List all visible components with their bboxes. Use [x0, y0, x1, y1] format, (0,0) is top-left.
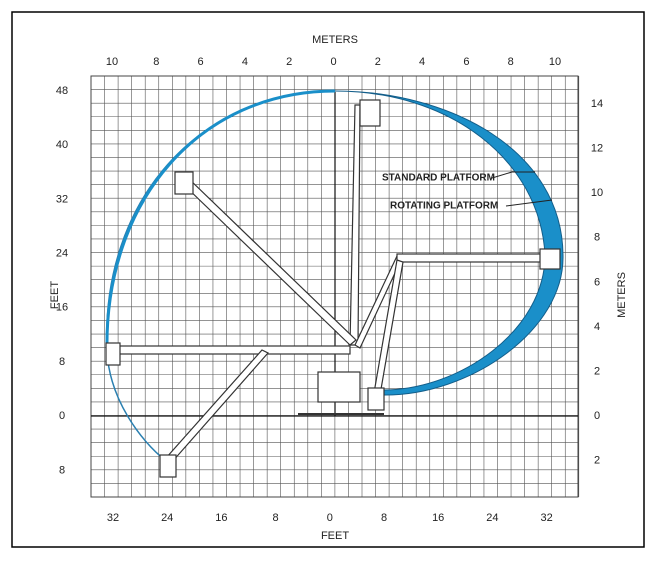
right-tick-label: 2 — [594, 366, 600, 378]
bottom-tick-label: 32 — [107, 512, 119, 524]
rotating-label: ROTATING PLATFORM — [390, 201, 498, 212]
top-title: METERS — [312, 34, 358, 46]
bottom-tick-label: 16 — [215, 512, 227, 524]
boom-horizontal — [109, 345, 351, 355]
frame — [11, 11, 645, 548]
platform — [105, 342, 121, 366]
platform — [174, 171, 194, 195]
top-tick-label: 6 — [198, 56, 204, 68]
bottom-tick-label: 24 — [486, 512, 498, 524]
right-tick-label: 10 — [591, 187, 603, 199]
platform — [367, 387, 385, 411]
right-tick-label: 2 — [594, 455, 600, 467]
bottom-tick-label: 8 — [273, 512, 279, 524]
top-tick-label: 4 — [242, 56, 248, 68]
chassis — [317, 371, 361, 403]
platform — [159, 454, 177, 478]
top-tick-label: 2 — [375, 56, 381, 68]
leader — [491, 171, 513, 179]
right-tick-label: 0 — [594, 410, 600, 422]
boom-vertical — [349, 104, 361, 346]
top-tick-label: 0 — [330, 56, 336, 68]
standard-label: STANDARD PLATFORM — [382, 173, 495, 184]
booms — [105, 99, 561, 478]
right-tick-label: 14 — [591, 98, 603, 110]
left-tick-label: 24 — [56, 248, 68, 260]
top-tick-label: 8 — [153, 56, 159, 68]
platform — [359, 99, 381, 127]
bottom-tick-label: 24 — [161, 512, 173, 524]
boom-right — [396, 253, 543, 263]
leader — [505, 199, 553, 207]
grid-border — [90, 75, 579, 498]
bottom-tick-label: 8 — [381, 512, 387, 524]
boom-down — [165, 349, 269, 463]
top-tick-label: 4 — [419, 56, 425, 68]
top-tick-label: 10 — [106, 56, 118, 68]
top-tick-label: 8 — [508, 56, 514, 68]
envelope-top — [105, 89, 336, 353]
left-tick-label: 0 — [59, 410, 65, 422]
top-tick-label: 6 — [463, 56, 469, 68]
right-tick-label: 12 — [591, 143, 603, 155]
boom-diagonal — [182, 177, 357, 346]
left-tick-label: 48 — [56, 85, 68, 97]
envelope-rotating — [334, 90, 564, 396]
bottom-tick-label: 32 — [540, 512, 552, 524]
right-title: METERS — [616, 272, 628, 318]
left-tick-label: 8 — [59, 356, 65, 368]
bottom-title: FEET — [321, 530, 349, 542]
bottom-tick-label: 0 — [327, 512, 333, 524]
bottom-tick-label: 16 — [432, 512, 444, 524]
left-tick-label: 40 — [56, 139, 68, 151]
top-tick-label: 2 — [286, 56, 292, 68]
left-tick-label: 16 — [56, 302, 68, 314]
top-tick-label: 10 — [549, 56, 561, 68]
right-tick-label: 6 — [594, 276, 600, 288]
left-tick-label: 8 — [59, 464, 65, 476]
left-title: FEET — [49, 281, 61, 309]
left-tick-label: 32 — [56, 193, 68, 205]
platform — [539, 248, 561, 270]
right-tick-label: 4 — [594, 321, 600, 333]
right-tick-label: 8 — [594, 232, 600, 244]
